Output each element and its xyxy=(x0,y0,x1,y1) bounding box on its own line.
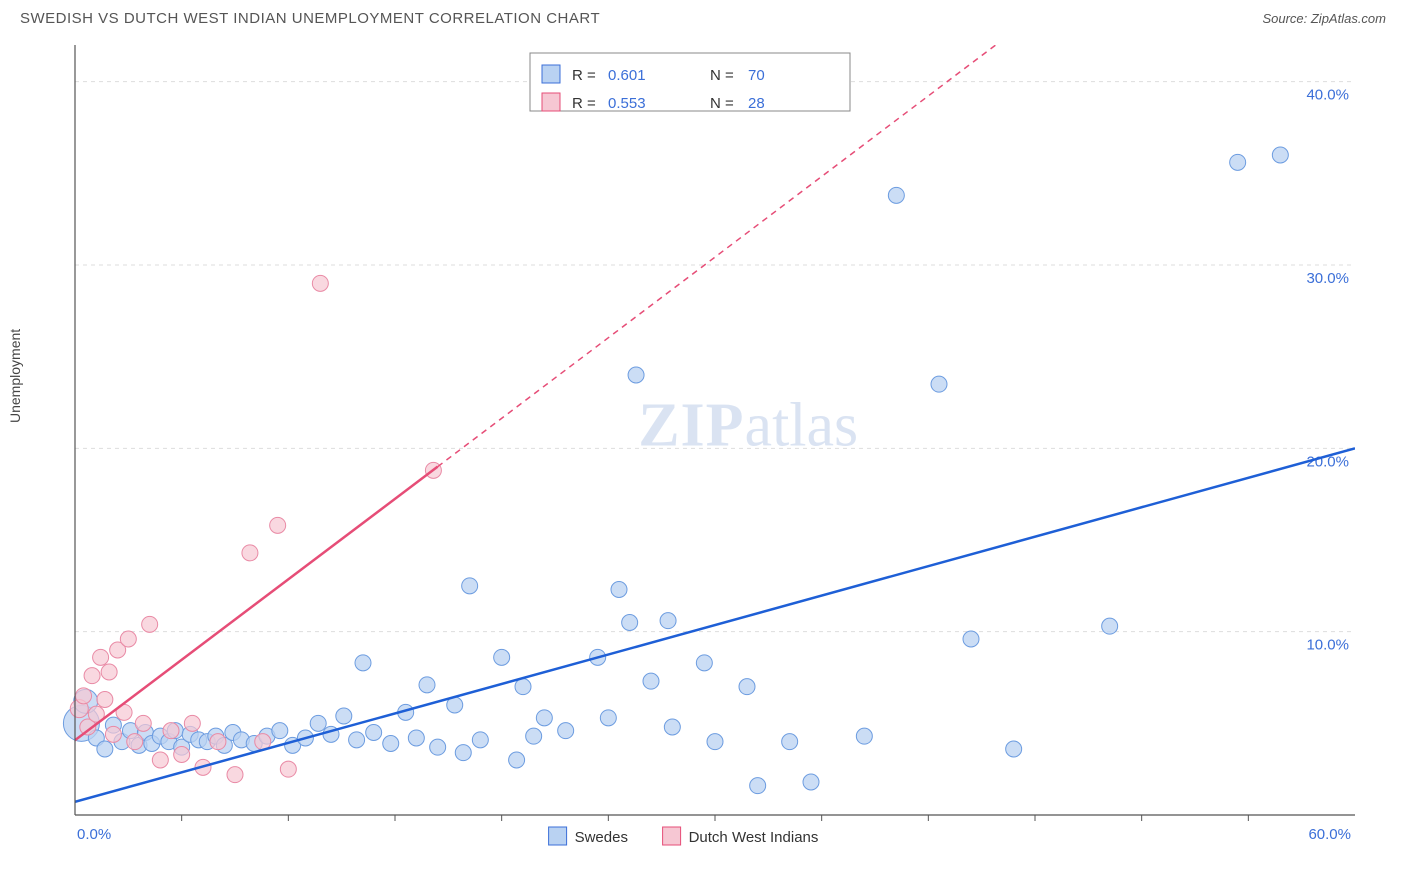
data-point xyxy=(750,778,766,794)
data-point xyxy=(472,732,488,748)
stat-n-value: 70 xyxy=(748,67,765,84)
data-point xyxy=(963,631,979,647)
data-point xyxy=(888,187,904,203)
stat-r-label: R = xyxy=(572,67,596,84)
data-point xyxy=(462,578,478,594)
stat-r-value: 0.553 xyxy=(608,95,646,112)
data-point xyxy=(383,736,399,752)
data-point xyxy=(1102,618,1118,634)
scatter-chart: 10.0%20.0%30.0%40.0%ZIPatlas0.0%60.0%R =… xyxy=(20,35,1386,875)
data-point xyxy=(310,715,326,731)
stat-n-label: N = xyxy=(710,95,734,112)
chart-source: Source: ZipAtlas.com xyxy=(1262,11,1386,26)
data-point xyxy=(696,655,712,671)
data-point xyxy=(536,710,552,726)
data-point xyxy=(210,734,226,750)
regression-line xyxy=(54,467,438,757)
data-point xyxy=(105,726,121,742)
chart-area: Unemployment 10.0%20.0%30.0%40.0%ZIPatla… xyxy=(20,35,1386,875)
data-point xyxy=(76,688,92,704)
data-point xyxy=(355,655,371,671)
data-point xyxy=(622,615,638,631)
y-tick-label: 30.0% xyxy=(1306,270,1349,287)
data-point xyxy=(349,732,365,748)
data-point xyxy=(931,376,947,392)
data-point xyxy=(664,719,680,735)
data-point xyxy=(142,616,158,632)
data-point xyxy=(628,367,644,383)
stat-r-value: 0.601 xyxy=(608,67,646,84)
data-point xyxy=(1230,154,1246,170)
data-point xyxy=(135,715,151,731)
data-point xyxy=(600,710,616,726)
data-point xyxy=(611,582,627,598)
data-point xyxy=(803,774,819,790)
data-point xyxy=(558,723,574,739)
data-point xyxy=(93,649,109,665)
watermark: ZIPatlas xyxy=(638,391,858,459)
y-tick-label: 10.0% xyxy=(1306,637,1349,654)
legend-swatch xyxy=(663,827,681,845)
data-point xyxy=(174,747,190,763)
data-point xyxy=(643,673,659,689)
data-point xyxy=(242,545,258,561)
x-tick-label: 60.0% xyxy=(1308,826,1351,843)
data-point xyxy=(408,730,424,746)
data-point xyxy=(101,664,117,680)
chart-header: SWEDISH VS DUTCH WEST INDIAN UNEMPLOYMEN… xyxy=(0,0,1406,35)
data-point xyxy=(526,728,542,744)
data-point xyxy=(184,715,200,731)
data-point xyxy=(120,631,136,647)
y-axis-label: Unemployment xyxy=(7,329,23,423)
data-point xyxy=(1272,147,1288,163)
stat-n-label: N = xyxy=(710,67,734,84)
data-point xyxy=(494,649,510,665)
data-point xyxy=(280,761,296,777)
legend-label: Dutch West Indians xyxy=(689,829,819,846)
data-point xyxy=(270,517,286,533)
data-point xyxy=(430,739,446,755)
legend-label: Swedes xyxy=(575,829,628,846)
data-point xyxy=(455,745,471,761)
data-point xyxy=(515,679,531,695)
stat-r-label: R = xyxy=(572,95,596,112)
data-point xyxy=(856,728,872,744)
legend-swatch xyxy=(549,827,567,845)
data-point xyxy=(782,734,798,750)
chart-title: SWEDISH VS DUTCH WEST INDIAN UNEMPLOYMEN… xyxy=(20,10,600,27)
data-point xyxy=(660,613,676,629)
data-point xyxy=(1006,741,1022,757)
data-point xyxy=(127,734,143,750)
legend-swatch xyxy=(542,93,560,111)
data-point xyxy=(366,725,382,741)
data-point xyxy=(227,767,243,783)
data-point xyxy=(336,708,352,724)
data-point xyxy=(97,692,113,708)
data-point xyxy=(97,741,113,757)
data-point xyxy=(509,752,525,768)
y-tick-label: 40.0% xyxy=(1306,87,1349,104)
data-point xyxy=(163,723,179,739)
data-point xyxy=(84,668,100,684)
data-point xyxy=(312,275,328,291)
data-point xyxy=(707,734,723,750)
x-tick-label: 0.0% xyxy=(77,826,111,843)
data-point xyxy=(152,752,168,768)
legend-swatch xyxy=(542,65,560,83)
data-point xyxy=(739,679,755,695)
regression-line xyxy=(54,448,1355,807)
data-point xyxy=(272,723,288,739)
stat-n-value: 28 xyxy=(748,95,765,112)
data-point xyxy=(419,677,435,693)
